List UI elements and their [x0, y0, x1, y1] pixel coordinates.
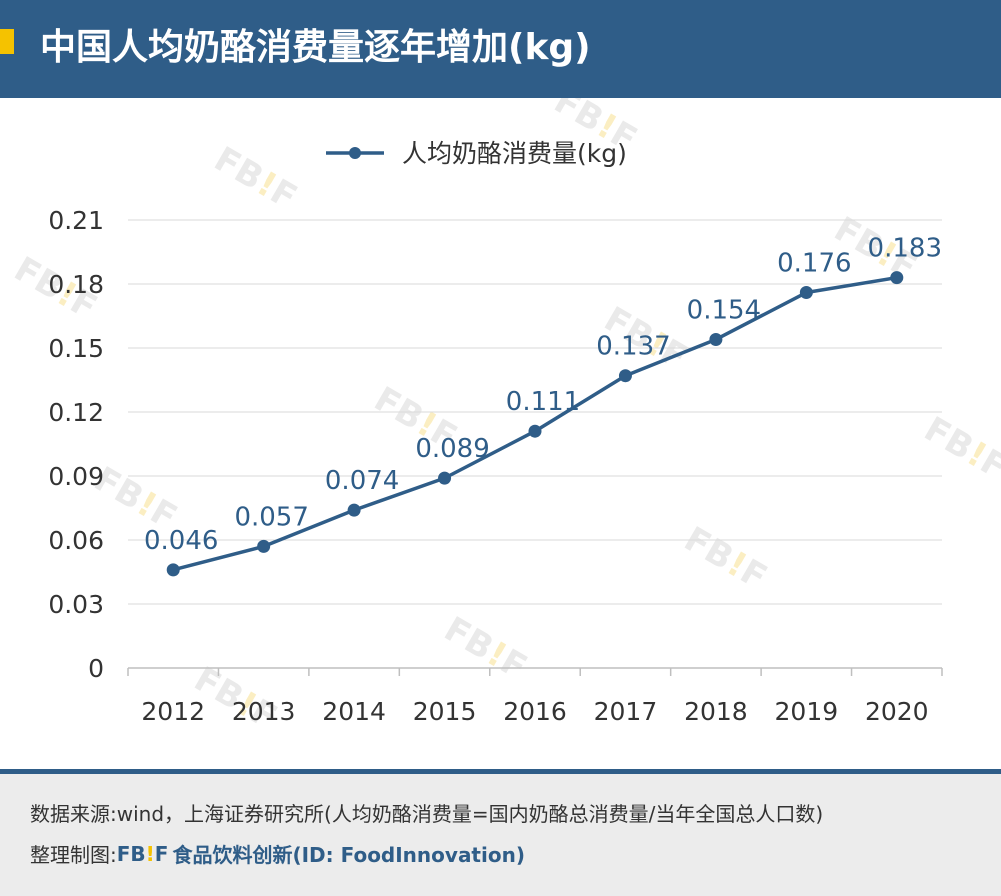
header-bar: 中国人均奶酪消费量逐年增加(kg) [0, 0, 1001, 98]
data-point-2020 [890, 271, 904, 285]
y-tick-label-0.12: 0.12 [48, 398, 104, 427]
data-label-2016: 0.111 [506, 387, 580, 417]
brand-name: 食品饮料创新(ID: FoodInnovation) [172, 843, 525, 867]
title-accent-mark [0, 29, 14, 54]
x-tick-label-2020: 2020 [865, 697, 929, 726]
x-tick-label-2015: 2015 [413, 697, 477, 726]
logo-left: FB [116, 841, 146, 866]
legend-label: 人均奶酪消费量(kg) [402, 139, 627, 168]
y-tick-label-0.15: 0.15 [48, 334, 104, 363]
data-point-2019 [799, 286, 813, 300]
footer-divider [0, 769, 1001, 774]
credit-label: 整理制图: [30, 843, 117, 867]
y-tick-label-0.06: 0.06 [48, 526, 104, 555]
footer: 数据来源:wind，上海证券研究所(人均奶酪消费量=国内奶酪总消费量/当年全国总… [0, 774, 1001, 896]
data-point-2014 [347, 503, 361, 517]
x-tick-label-2017: 2017 [594, 697, 658, 726]
logo-right: F [154, 841, 169, 866]
y-tick-label-0: 0 [88, 654, 104, 683]
credit-line: 整理制图: FB!F 食品饮料创新(ID: FoodInnovation) [30, 839, 525, 868]
watermark-8: FB!F [677, 519, 773, 598]
data-label-2015: 0.089 [415, 434, 489, 464]
y-tick-label-0.09: 0.09 [48, 462, 104, 491]
page-title: 中国人均奶酪消费量逐年增加(kg) [40, 27, 591, 68]
y-tick-label-0.21: 0.21 [48, 206, 104, 235]
data-label-2018: 0.154 [687, 295, 761, 325]
data-label-2019: 0.176 [777, 249, 851, 279]
x-tick-label-2013: 2013 [232, 697, 296, 726]
y-tick-label-0.03: 0.03 [48, 590, 104, 619]
logo-bang: ! [145, 841, 155, 866]
data-label-2017: 0.137 [596, 332, 670, 362]
data-point-2017 [618, 369, 632, 383]
legend-marker [349, 147, 361, 159]
source-note: 数据来源:wind，上海证券研究所(人均奶酪消费量=国内奶酪总消费量/当年全国总… [30, 802, 824, 826]
x-tick-label-2018: 2018 [684, 697, 748, 726]
data-label-2013: 0.057 [234, 502, 308, 532]
brand-logo: FB!F [117, 842, 169, 866]
x-tick-label-2014: 2014 [322, 697, 386, 726]
data-point-2013 [257, 539, 271, 553]
watermark-9: FB!F [437, 609, 533, 688]
data-point-2012 [166, 563, 180, 577]
data-label-2020: 0.183 [868, 234, 942, 264]
x-tick-label-2012: 2012 [141, 697, 205, 726]
x-tick-label-2016: 2016 [503, 697, 567, 726]
data-point-2016 [528, 424, 542, 438]
x-tick-label-2019: 2019 [775, 697, 839, 726]
watermark-1: FB!F [207, 139, 303, 218]
data-label-2014: 0.074 [325, 466, 399, 496]
data-label-2012: 0.046 [144, 526, 218, 556]
data-point-2018 [709, 332, 723, 346]
data-point-2015 [438, 471, 452, 485]
y-tick-label-0.18: 0.18 [48, 270, 104, 299]
chart: FB!FFB!FFB!FFB!F FB!FFB!F FB!FFB!FFB!FFB!F… [7, 98, 1001, 738]
